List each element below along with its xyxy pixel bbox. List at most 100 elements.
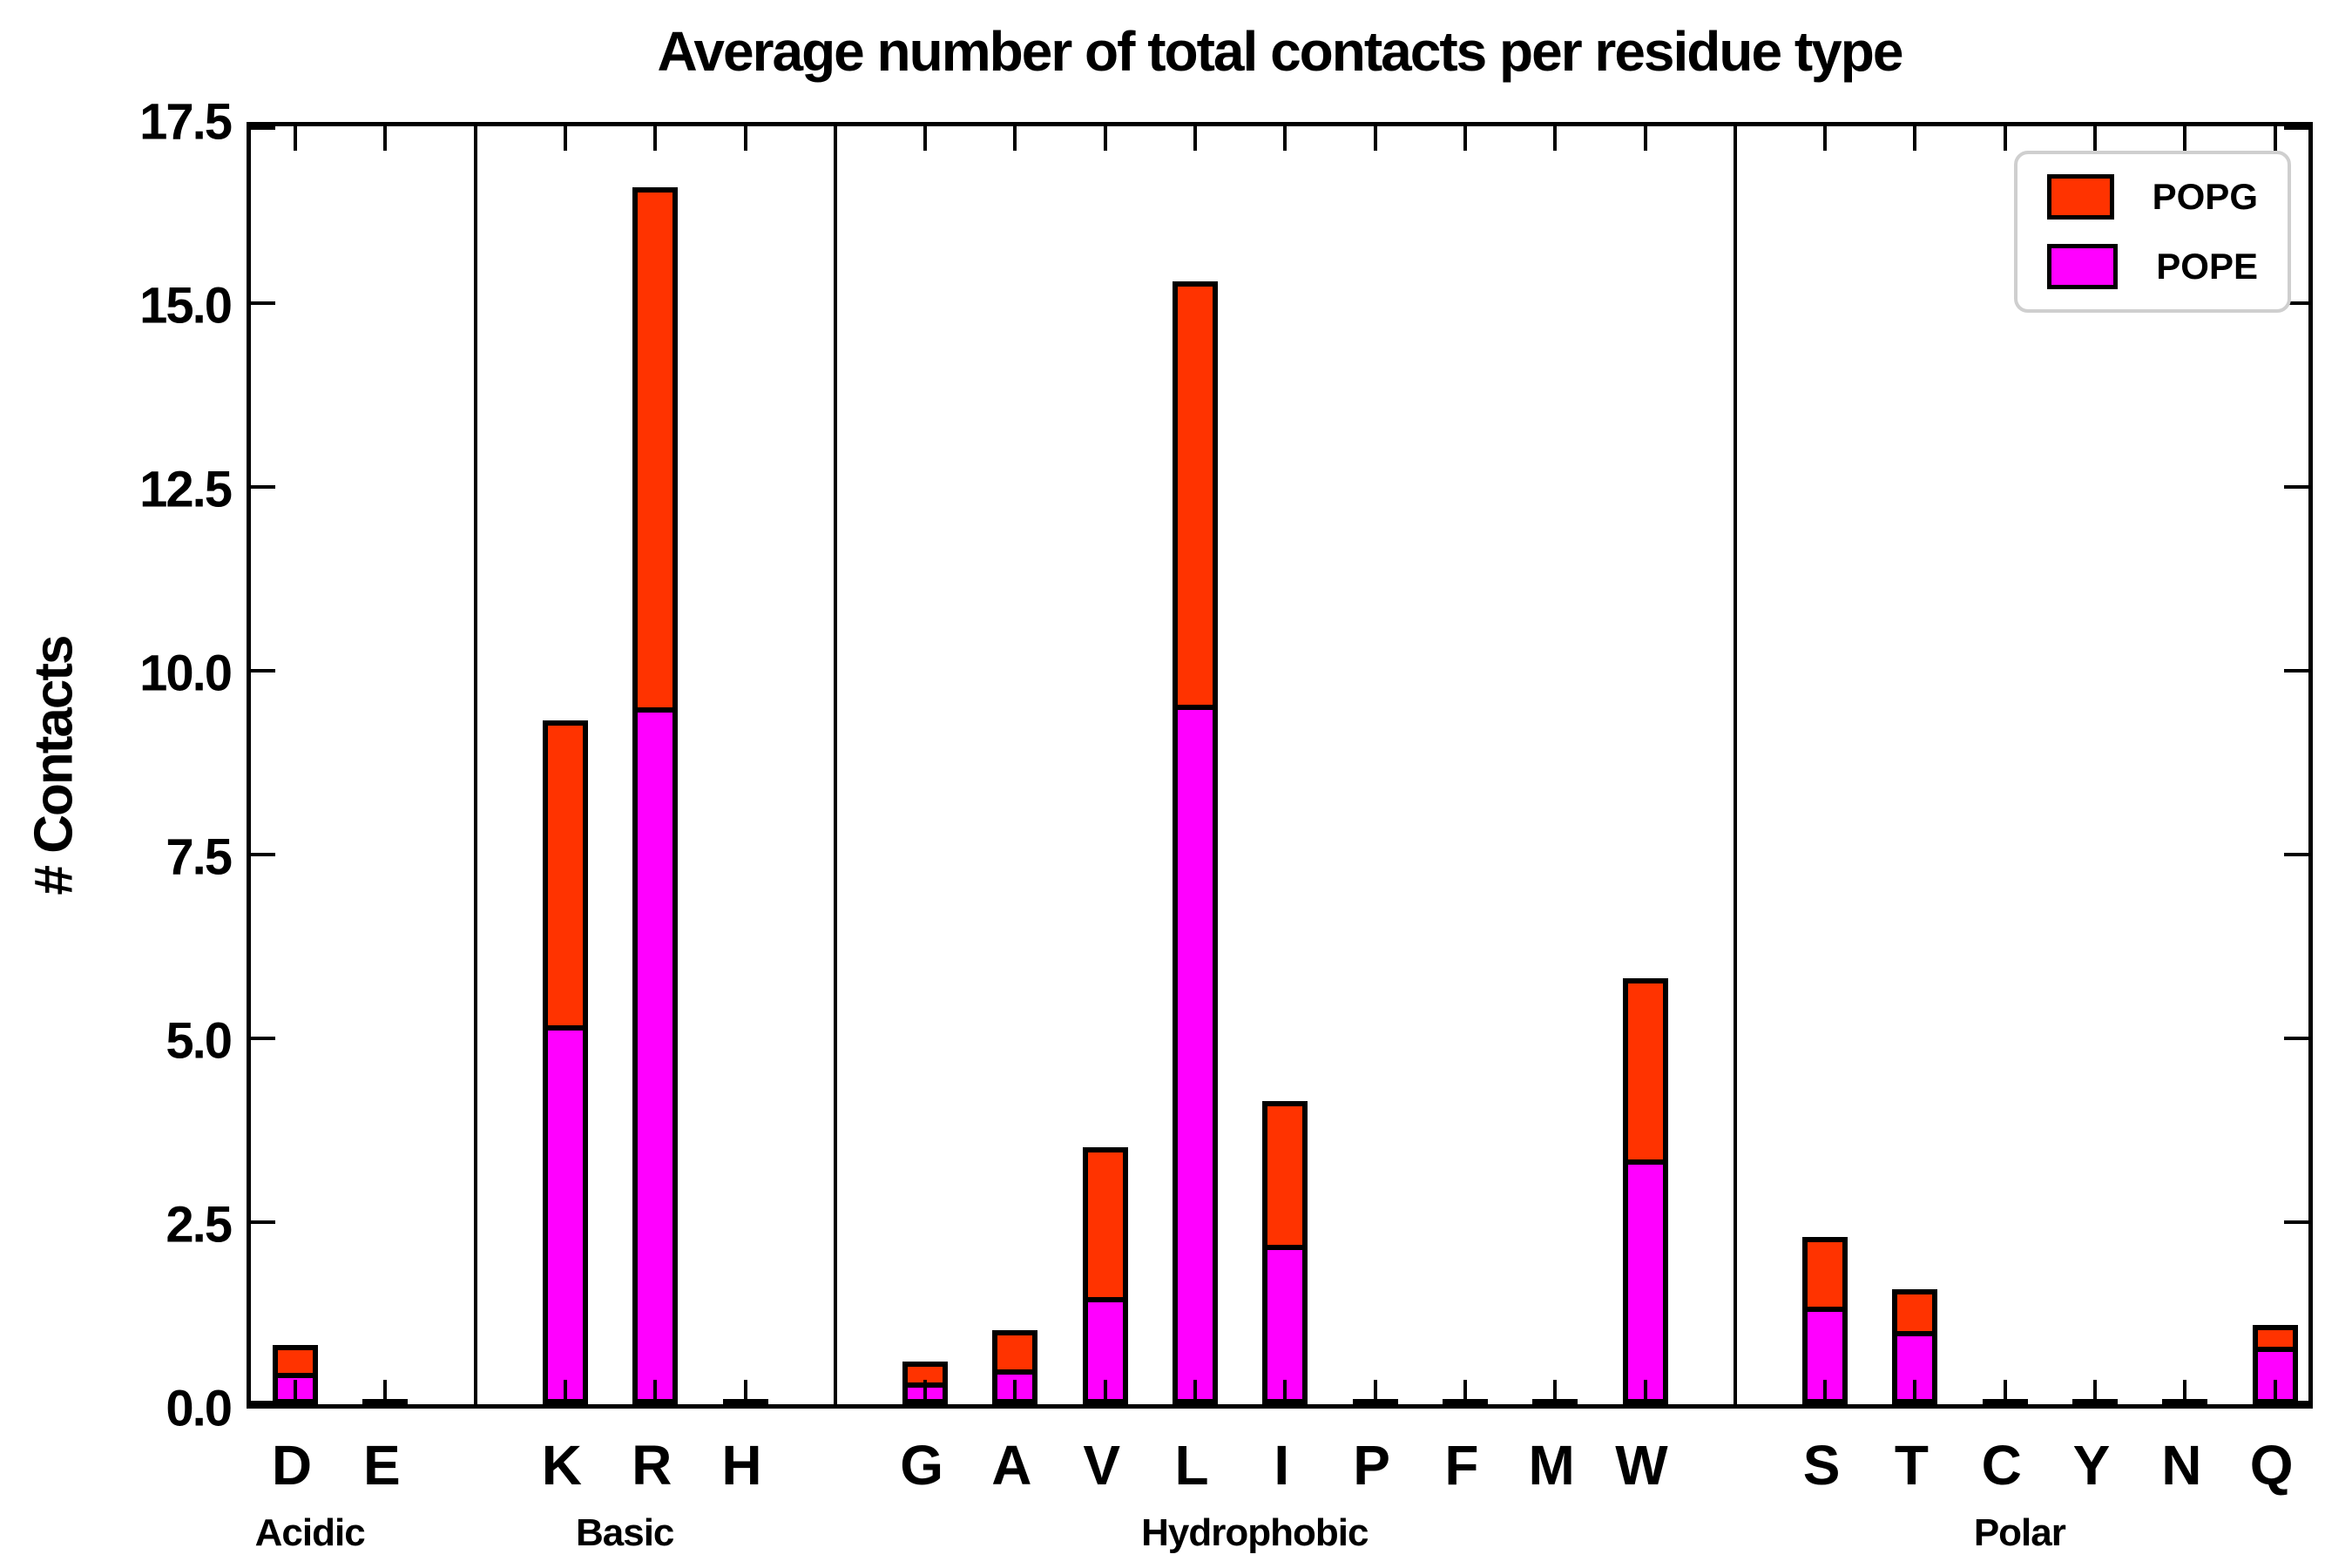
x-tick-label-A: A bbox=[991, 1434, 1031, 1497]
x-tick-bottom-F bbox=[1463, 1380, 1467, 1404]
bar-segment-pope-R bbox=[632, 713, 679, 1404]
x-tick-label-R: R bbox=[632, 1434, 672, 1497]
y-tick-left-15 bbox=[251, 301, 275, 305]
group-label-acidic: Acidic bbox=[254, 1511, 366, 1554]
y-axis-title: # Contacts bbox=[24, 636, 84, 895]
bar-segment-popg-K bbox=[542, 720, 588, 1031]
bar-V bbox=[1082, 1147, 1128, 1404]
bar-segment-pope-W bbox=[1622, 1165, 1668, 1404]
y-tick-right-12.5 bbox=[2284, 485, 2308, 489]
x-tick-bottom-T bbox=[1913, 1380, 1917, 1404]
x-tick-bottom-S bbox=[1823, 1380, 1828, 1404]
legend-label-pope: POPE bbox=[2156, 246, 2258, 287]
x-tick-top-V bbox=[1103, 126, 1107, 151]
x-tick-top-Y bbox=[2093, 126, 2097, 151]
x-tick-bottom-K bbox=[563, 1380, 567, 1404]
x-tick-top-G bbox=[923, 126, 928, 151]
x-tick-top-Q bbox=[2273, 126, 2277, 151]
x-tick-bottom-C bbox=[2003, 1380, 2007, 1404]
x-tick-label-T: T bbox=[1894, 1434, 1929, 1497]
x-tick-bottom-N bbox=[2183, 1380, 2187, 1404]
y-tick-left-7.5 bbox=[251, 853, 275, 856]
x-tick-label-C: C bbox=[1981, 1434, 2022, 1497]
group-label-hydrophobic: Hydrophobic bbox=[1141, 1511, 1369, 1554]
x-tick-top-C bbox=[2003, 126, 2007, 151]
bar-R bbox=[632, 187, 679, 1404]
bar-segment-popg-W bbox=[1622, 978, 1668, 1165]
legend-row-popg: POPG bbox=[2047, 174, 2258, 220]
y-tick-left-10 bbox=[251, 669, 275, 672]
pope-swatch-icon bbox=[2047, 244, 2119, 289]
y-tick-left-5 bbox=[251, 1037, 275, 1040]
group-label-basic: Basic bbox=[575, 1511, 674, 1554]
y-tick-right-15 bbox=[2284, 301, 2308, 305]
y-tick-label-5.0: 5.0 bbox=[166, 1012, 233, 1070]
y-tick-right-0 bbox=[2284, 1401, 2308, 1404]
y-tick-label-0.0: 0.0 bbox=[166, 1380, 233, 1437]
bar-segment-popg-L bbox=[1173, 281, 1218, 710]
bar-segment-popg-D bbox=[273, 1345, 318, 1378]
bar-segment-popg-I bbox=[1262, 1101, 1308, 1250]
x-tick-label-Y: Y bbox=[2072, 1434, 2111, 1497]
x-tick-bottom-E bbox=[383, 1380, 388, 1404]
y-tick-label-17.5: 17.5 bbox=[139, 93, 233, 151]
x-tick-top-L bbox=[1193, 126, 1197, 151]
y-tick-left-0 bbox=[251, 1401, 275, 1404]
bar-L bbox=[1173, 281, 1218, 1404]
y-tick-label-12.5: 12.5 bbox=[139, 461, 233, 518]
bar-I bbox=[1262, 1101, 1308, 1404]
x-tick-top-M bbox=[1553, 126, 1558, 151]
x-tick-bottom-I bbox=[1283, 1380, 1288, 1404]
x-tick-top-W bbox=[1643, 126, 1647, 151]
bar-segment-popg-Q bbox=[2252, 1325, 2298, 1352]
x-tick-bottom-H bbox=[743, 1380, 747, 1404]
x-tick-top-R bbox=[653, 126, 658, 151]
x-tick-bottom-G bbox=[923, 1380, 928, 1404]
y-tick-label-10.0: 10.0 bbox=[139, 645, 233, 702]
group-separator-line bbox=[833, 126, 837, 1404]
x-tick-top-K bbox=[563, 126, 567, 151]
legend-label-popg: POPG bbox=[2152, 176, 2258, 217]
x-tick-label-I: I bbox=[1274, 1434, 1289, 1497]
x-tick-top-N bbox=[2183, 126, 2187, 151]
group-separator-line bbox=[473, 126, 477, 1404]
y-tick-right-2.5 bbox=[2284, 1220, 2308, 1224]
x-tick-top-E bbox=[383, 126, 388, 151]
bar-segment-popg-V bbox=[1082, 1147, 1128, 1302]
x-tick-bottom-Y bbox=[2093, 1380, 2097, 1404]
y-tick-right-7.5 bbox=[2284, 853, 2308, 856]
x-tick-top-F bbox=[1463, 126, 1467, 151]
y-tick-left-2.5 bbox=[251, 1220, 275, 1224]
y-tick-left-17.5 bbox=[251, 126, 275, 130]
x-tick-label-E: E bbox=[362, 1434, 401, 1497]
popg-swatch-icon bbox=[2047, 174, 2114, 220]
y-tick-right-10 bbox=[2284, 669, 2308, 672]
bar-segment-popg-R bbox=[632, 187, 679, 713]
bar-segment-popg-A bbox=[992, 1330, 1038, 1375]
x-tick-label-H: H bbox=[721, 1434, 761, 1497]
x-tick-label-L: L bbox=[1174, 1434, 1208, 1497]
bar-K bbox=[542, 720, 588, 1404]
x-tick-label-V: V bbox=[1083, 1434, 1120, 1497]
x-tick-bottom-P bbox=[1373, 1380, 1377, 1404]
x-tick-top-T bbox=[1913, 126, 1917, 151]
plot-area: POPG POPE bbox=[247, 122, 2313, 1409]
x-tick-label-W: W bbox=[1615, 1434, 1667, 1497]
x-tick-label-F: F bbox=[1444, 1434, 1478, 1497]
y-tick-right-5 bbox=[2284, 1037, 2308, 1040]
x-tick-bottom-V bbox=[1103, 1380, 1107, 1404]
group-separator-line bbox=[1733, 126, 1737, 1404]
x-tick-top-P bbox=[1373, 126, 1377, 151]
y-tick-right-17.5 bbox=[2284, 126, 2308, 130]
group-label-polar: Polar bbox=[1973, 1511, 2066, 1554]
x-tick-label-M: M bbox=[1528, 1434, 1575, 1497]
x-tick-bottom-D bbox=[294, 1380, 297, 1404]
x-tick-label-K: K bbox=[541, 1434, 582, 1497]
x-tick-top-S bbox=[1823, 126, 1828, 151]
x-tick-bottom-L bbox=[1193, 1380, 1197, 1404]
bar-A bbox=[992, 1330, 1038, 1404]
bar-segment-pope-I bbox=[1262, 1250, 1308, 1404]
bar-W bbox=[1622, 978, 1668, 1404]
legend-row-pope: POPE bbox=[2047, 244, 2258, 289]
